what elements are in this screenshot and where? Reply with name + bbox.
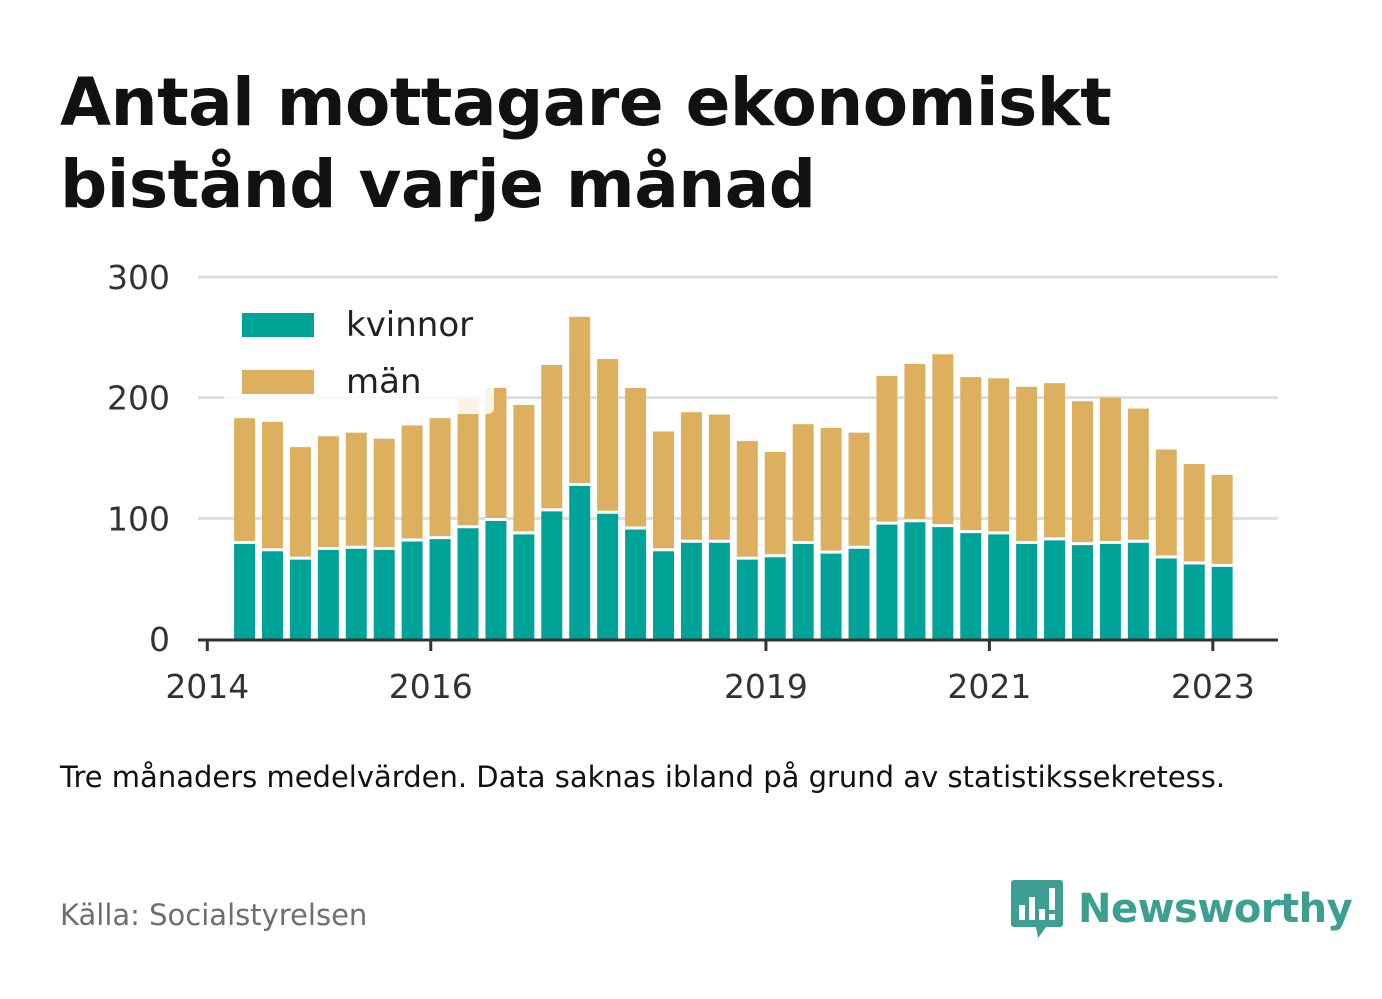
bar-kvinnor: [1211, 565, 1233, 639]
bar-kvinnor: [764, 555, 786, 639]
bar-man: [876, 375, 898, 524]
y-tick-label: 0: [149, 620, 170, 659]
bar-man: [1183, 464, 1205, 563]
bar-kvinnor: [373, 548, 395, 639]
bar-kvinnor: [1127, 541, 1149, 639]
bar-kvinnor: [653, 549, 675, 639]
bar-man: [848, 432, 870, 548]
bar-kvinnor: [1099, 542, 1121, 639]
bar-man: [653, 431, 675, 550]
bar-man: [261, 421, 283, 550]
bars: [234, 316, 1233, 639]
x-tick-label: 2021: [947, 667, 1031, 706]
bar-man: [988, 378, 1010, 533]
bar-kvinnor: [792, 542, 814, 639]
bar-kvinnor: [1183, 562, 1205, 639]
bar-kvinnor: [234, 542, 256, 639]
legend-label: män: [346, 362, 422, 402]
bar-kvinnor: [317, 548, 339, 639]
x-tick-label: 2019: [724, 667, 808, 706]
bar-man: [736, 441, 758, 559]
bar-kvinnor: [988, 532, 1010, 639]
y-tick-label: 100: [107, 499, 170, 538]
chart-title: Antal mottagare ekonomiskt bistånd varje…: [60, 64, 1112, 223]
bar-kvinnor: [680, 541, 702, 639]
bar-man: [457, 397, 479, 527]
y-tick-label: 200: [107, 379, 170, 418]
bar-kvinnor: [513, 532, 535, 639]
bar-kvinnor: [960, 531, 982, 639]
bar-man: [234, 418, 256, 543]
source-credit: Källa: Socialstyrelsen: [60, 898, 368, 932]
x-tick-label: 2016: [389, 667, 473, 706]
bar-kvinnor: [904, 520, 926, 639]
bar-man: [960, 377, 982, 532]
bar-kvinnor: [429, 537, 451, 639]
bar-man: [904, 363, 926, 521]
y-tick-label: 300: [107, 258, 170, 297]
bar-kvinnor: [1044, 538, 1066, 639]
bar-kvinnor: [289, 558, 311, 639]
chart: 0 100 200 300 2014 2016 2019 2021 2023 kvinnor m…: [107, 258, 1278, 706]
bar-kvinnor: [485, 519, 507, 639]
bar-man: [792, 424, 814, 543]
bar-chart-speech-bubble-icon: [1011, 880, 1063, 938]
bar-man: [541, 365, 563, 510]
bar-kvinnor: [457, 526, 479, 639]
bar-kvinnor: [625, 527, 647, 639]
bar-kvinnor: [401, 540, 423, 639]
bar-kvinnor: [876, 523, 898, 639]
bar-kvinnor: [708, 541, 730, 639]
bar-man: [680, 412, 702, 542]
bar-man: [708, 414, 730, 542]
bar-man: [317, 436, 339, 549]
bar-man: [1099, 397, 1121, 543]
bar-kvinnor: [820, 552, 842, 639]
bar-kvinnor: [345, 547, 367, 639]
brand-name: Newsworthy: [1078, 886, 1353, 932]
bar-kvinnor: [736, 558, 758, 639]
bar-man: [1127, 408, 1149, 542]
bar-man: [1016, 386, 1038, 543]
bar-kvinnor: [541, 509, 563, 639]
bar-kvinnor: [1016, 542, 1038, 639]
bar-kvinnor: [597, 512, 619, 639]
bar-man: [429, 418, 451, 538]
bar-kvinnor: [1071, 543, 1093, 639]
bar-man: [401, 425, 423, 541]
bar-kvinnor: [848, 547, 870, 639]
bar-kvinnor: [261, 549, 283, 639]
bar-kvinnor: [569, 484, 591, 639]
chart-note: Tre månaders medelvärden. Data saknas ib…: [60, 760, 1226, 794]
bar-man: [1155, 449, 1177, 557]
bar-man: [569, 316, 591, 485]
bar-man: [373, 438, 395, 549]
x-tick-label: 2014: [165, 667, 249, 706]
bar-man: [764, 451, 786, 556]
bar-man: [345, 432, 367, 548]
bar-man: [485, 388, 507, 520]
bar-kvinnor: [932, 525, 954, 639]
bar-man: [289, 447, 311, 559]
y-axis-tick-labels: 0 100 200 300: [107, 258, 170, 659]
legend-swatch: [242, 313, 314, 337]
bar-man: [820, 427, 842, 553]
bar-man: [597, 359, 619, 513]
x-axis-ticks: 2014 2016 2019 2021 2023: [165, 639, 1255, 706]
legend: kvinnor män: [224, 296, 494, 414]
legend-label: kvinnor: [346, 305, 473, 345]
bar-man: [1211, 474, 1233, 566]
bar-man: [932, 354, 954, 526]
bar-man: [1044, 383, 1066, 539]
legend-swatch: [242, 370, 314, 394]
bar-man: [1071, 401, 1093, 544]
bar-man: [513, 404, 535, 533]
bar-man: [625, 388, 647, 528]
bar-kvinnor: [1155, 556, 1177, 639]
brand-logo: Newsworthy: [1010, 878, 1353, 940]
x-tick-label: 2023: [1171, 667, 1255, 706]
